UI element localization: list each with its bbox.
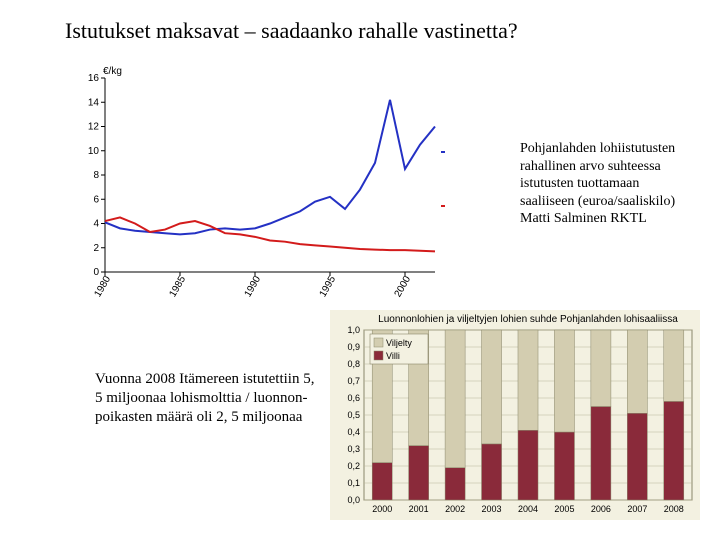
svg-text:2007: 2007 xyxy=(627,504,647,514)
svg-text:1995: 1995 xyxy=(318,274,339,299)
svg-text:0,8: 0,8 xyxy=(347,359,360,369)
line-chart: €/kg024681012141619801985199019952000Yhd… xyxy=(65,60,445,300)
svg-text:0,6: 0,6 xyxy=(347,393,360,403)
svg-text:2001: 2001 xyxy=(409,504,429,514)
svg-text:0,5: 0,5 xyxy=(347,410,360,420)
svg-text:Luonnonlohien ja viljeltyjen l: Luonnonlohien ja viljeltyjen lohien suhd… xyxy=(378,314,678,325)
svg-text:2006: 2006 xyxy=(591,504,611,514)
svg-text:0,2: 0,2 xyxy=(347,461,360,471)
slide-title: Istutukset maksavat – saadaanko rahalle … xyxy=(65,18,518,44)
svg-text:2008: 2008 xyxy=(664,504,684,514)
svg-text:2002: 2002 xyxy=(445,504,465,514)
svg-text:16: 16 xyxy=(88,73,100,84)
svg-text:0,3: 0,3 xyxy=(347,444,360,454)
side-text: Vuonna 2008 Itämereen istutettiin 5, 5 m… xyxy=(95,370,315,426)
svg-text:10: 10 xyxy=(88,146,100,157)
svg-text:14: 14 xyxy=(88,97,100,108)
svg-text:2000: 2000 xyxy=(372,504,392,514)
svg-text:8: 8 xyxy=(93,170,99,181)
svg-text:2000: 2000 xyxy=(393,274,414,299)
svg-text:Villi: Villi xyxy=(386,351,400,361)
svg-text:0: 0 xyxy=(93,267,99,278)
svg-text:12: 12 xyxy=(88,122,100,133)
svg-text:0,7: 0,7 xyxy=(347,376,360,386)
svg-text:6: 6 xyxy=(93,194,99,205)
svg-text:2003: 2003 xyxy=(482,504,502,514)
svg-text:Viljelty: Viljelty xyxy=(386,338,412,348)
svg-text:4: 4 xyxy=(93,219,99,230)
svg-text:2005: 2005 xyxy=(554,504,574,514)
svg-text:1,0: 1,0 xyxy=(347,325,360,335)
svg-text:2004: 2004 xyxy=(518,504,538,514)
line-chart-caption: Pohjanlahden lohi­istutusten rahallinen … xyxy=(520,140,690,228)
svg-text:1990: 1990 xyxy=(243,274,264,299)
svg-text:0,0: 0,0 xyxy=(347,495,360,505)
svg-text:0,1: 0,1 xyxy=(347,478,360,488)
bar-chart: Luonnonlohien ja viljeltyjen lohien suhd… xyxy=(330,310,700,520)
svg-text:€/kg: €/kg xyxy=(103,66,122,77)
svg-text:0,9: 0,9 xyxy=(347,342,360,352)
svg-text:0,4: 0,4 xyxy=(347,427,360,437)
svg-text:2: 2 xyxy=(93,243,99,254)
svg-text:1985: 1985 xyxy=(168,274,189,299)
